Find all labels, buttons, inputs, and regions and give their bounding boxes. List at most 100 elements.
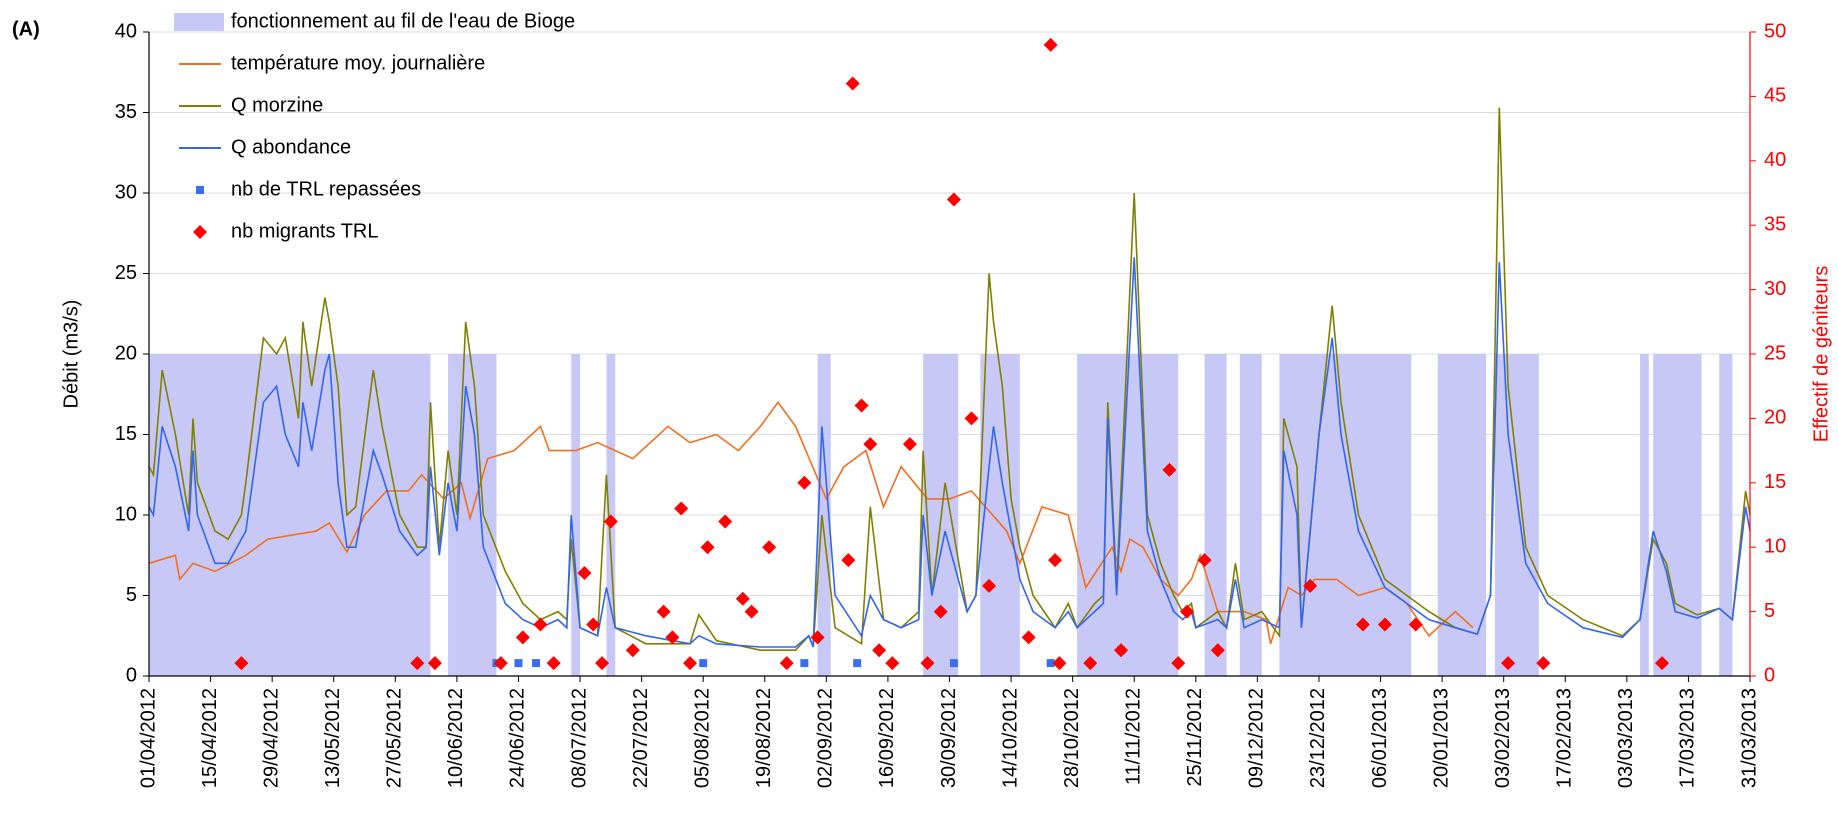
x-tick-label: 24/06/2012	[507, 688, 529, 788]
diamond-point	[674, 501, 689, 516]
diamond-point	[854, 398, 869, 413]
diamond-point	[656, 604, 671, 619]
diamond-point	[964, 411, 979, 426]
x-tick-label: 10/06/2012	[445, 688, 467, 788]
operation-period	[1640, 354, 1649, 676]
x-tick-label: 06/01/2013	[1369, 688, 1391, 788]
diamond-point	[797, 475, 812, 490]
diamond-point	[920, 656, 935, 671]
y-tick-label: 30	[115, 181, 137, 203]
legend-swatch	[174, 13, 224, 31]
x-tick-label: 02/09/2012	[815, 688, 837, 788]
operation-period	[1077, 354, 1179, 676]
operation-period	[1494, 354, 1539, 676]
diamond-point	[1655, 656, 1670, 671]
diamond-point	[762, 540, 777, 555]
x-tick-label: 22/07/2012	[630, 688, 652, 788]
diamond-point	[1355, 617, 1370, 632]
diamond-point	[577, 565, 592, 580]
x-tick-label: 29/04/2012	[260, 688, 282, 788]
y2-tick-label: 25	[1764, 342, 1786, 364]
square-point	[699, 659, 708, 668]
legend-swatch	[196, 186, 204, 194]
diamond-point	[1377, 617, 1392, 632]
diamond-point	[933, 604, 948, 619]
diamond-point	[1114, 643, 1129, 658]
legend-label: Q morzine	[231, 94, 323, 116]
diamond-point	[1048, 553, 1063, 568]
y2-tick-label: 5	[1764, 600, 1775, 622]
plot-area	[148, 31, 1751, 677]
diamond-point	[595, 656, 610, 671]
x-tick-label: 03/02/2013	[1492, 688, 1514, 788]
diamond-point	[1536, 656, 1551, 671]
y2-tick-label: 20	[1764, 407, 1786, 429]
diamond-point	[982, 578, 997, 593]
y2-tick-label: 10	[1764, 535, 1786, 557]
operation-period	[1239, 354, 1262, 676]
line-series	[148, 107, 1751, 651]
diamond-point	[682, 656, 697, 671]
y2-axis-title: Effectif de géniteurs	[1810, 266, 1832, 442]
square-point	[514, 659, 523, 668]
diamond-point	[533, 617, 548, 632]
square-point	[532, 659, 541, 668]
diamond-point	[885, 656, 900, 671]
y2-tick-label: 15	[1764, 471, 1786, 493]
diamond-point	[779, 656, 794, 671]
y2-tick-label: 0	[1764, 664, 1775, 686]
y-tick-label: 10	[115, 503, 137, 525]
y2-tick-label: 50	[1764, 20, 1786, 42]
square-point	[800, 659, 809, 668]
diamond-point	[625, 643, 640, 658]
diamond-point	[1501, 656, 1516, 671]
y-axis-title: Débit (m3/s)	[60, 300, 82, 409]
diamond-point	[1021, 630, 1036, 645]
y2-tick-label: 35	[1764, 213, 1786, 235]
operation-period	[448, 354, 497, 676]
diamond-point	[1180, 604, 1195, 619]
diamond-point	[410, 656, 425, 671]
diamond-point	[1052, 656, 1067, 671]
x-tick-label: 25/11/2012	[1184, 688, 1206, 787]
x-tick-label: 09/12/2012	[1246, 688, 1268, 788]
diamond-point	[1171, 656, 1186, 671]
x-tick-label: 05/08/2012	[691, 688, 713, 788]
legend: fonctionnement au fil de l'eau de Bioge t…	[174, 10, 575, 242]
diamond-point	[1408, 617, 1423, 632]
operation-period	[571, 354, 581, 676]
y-tick-label: 40	[115, 20, 137, 42]
x-tick-label: 16/09/2012	[876, 688, 898, 788]
line-series	[148, 400, 1474, 645]
x-tick-label: 20/01/2013	[1430, 688, 1452, 788]
legend-label: nb de TRL repassées	[231, 178, 421, 200]
y2-tick-label: 40	[1764, 149, 1786, 171]
diamond-point	[845, 76, 860, 91]
line-series	[148, 257, 1751, 648]
y-tick-label: 0	[126, 664, 137, 686]
x-tick-label: 13/05/2012	[322, 688, 344, 788]
diamond-point	[902, 437, 917, 452]
diamond-point	[700, 540, 715, 555]
diamond-point	[810, 630, 825, 645]
square-point	[1046, 659, 1055, 668]
square-point	[949, 659, 958, 668]
diamond-point	[1043, 37, 1058, 52]
y-tick-label: 5	[126, 584, 137, 606]
y2-tick-label: 30	[1764, 278, 1786, 300]
diamond-point	[603, 514, 618, 529]
diamond-point	[427, 656, 442, 671]
panel-label: (A)	[12, 18, 40, 40]
y-tick-label: 20	[115, 342, 137, 364]
legend-label: nb migrants TRL	[231, 220, 378, 242]
x-tick-label: 17/02/2013	[1554, 688, 1576, 788]
diamond-point	[718, 514, 733, 529]
x-tick-label: 14/10/2012	[999, 688, 1021, 788]
legend-label: Q abondance	[231, 136, 351, 158]
x-tick-label: 28/10/2012	[1061, 688, 1083, 788]
x-tick-label: 23/12/2012	[1307, 688, 1329, 788]
diamond-point	[234, 656, 249, 671]
diamond-point	[744, 604, 759, 619]
y-tick-label: 35	[115, 101, 137, 123]
operation-period	[1719, 354, 1733, 676]
